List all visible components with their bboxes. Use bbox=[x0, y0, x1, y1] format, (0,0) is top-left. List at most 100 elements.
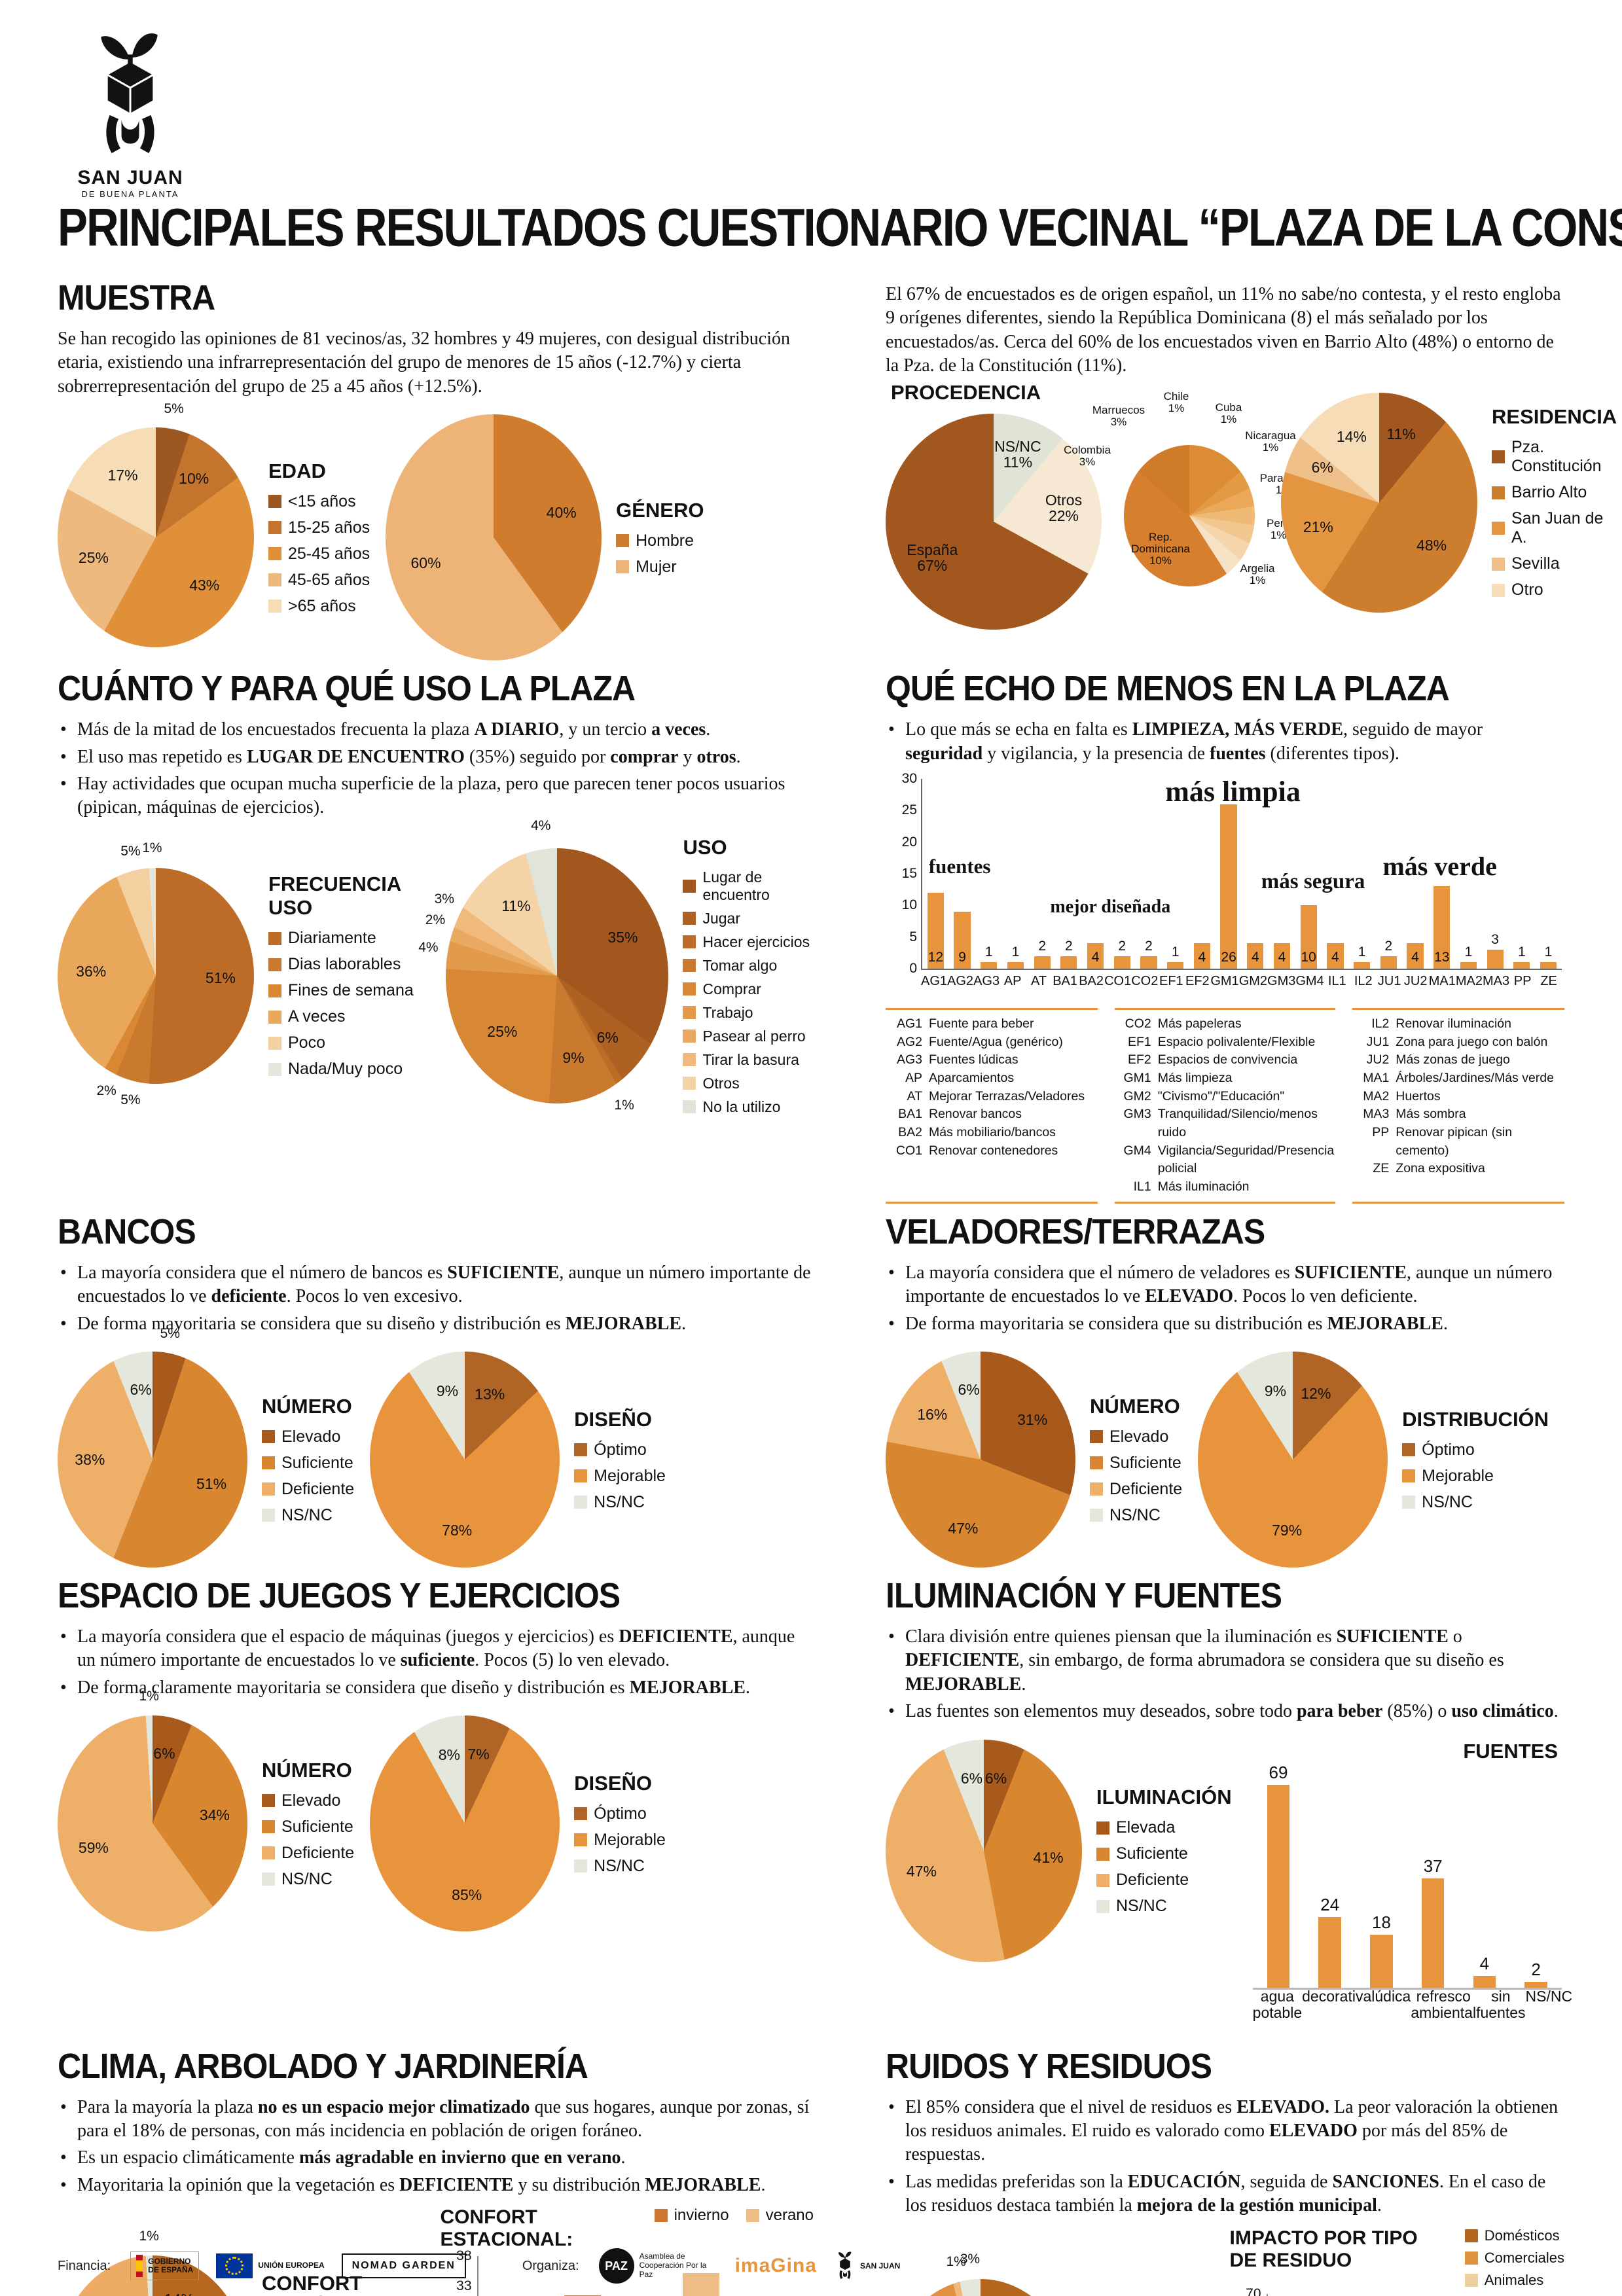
text-segment: y bbox=[678, 746, 697, 767]
text-segment: Las medidas preferidas son la bbox=[905, 2171, 1128, 2192]
text-segment: LIMPIEZA, MÁS VERDE bbox=[1132, 719, 1344, 740]
text-segment: ELEVADO. bbox=[1236, 2096, 1330, 2117]
bancos-bullets: La mayoría considera que el número de ba… bbox=[58, 1261, 814, 1336]
chart-annotation: más verde bbox=[1382, 852, 1497, 882]
bancos-diseno-legend-block: DISEÑO Óptimo Mejorable NS/NC bbox=[574, 1408, 666, 1512]
uso-pie-chart: 35% 6% 1% 9% 25% 4% 2% 3% 11% 4% bbox=[418, 819, 669, 1112]
bar-category-label: CO1 bbox=[1104, 973, 1132, 988]
legend-item: Deficiente bbox=[1096, 1871, 1232, 1890]
bar-category-label: BA2 bbox=[1079, 973, 1104, 988]
legend-item: Mejorable bbox=[1402, 1467, 1549, 1486]
residencia-legend: Pza. Constitución Barrio Alto San Juan de … bbox=[1492, 438, 1617, 600]
pie-slice-label: 16% bbox=[917, 1405, 948, 1423]
bar-column: 1 bbox=[975, 779, 1002, 969]
section-bancos: BANCOS La mayoría considera que el númer… bbox=[58, 1208, 814, 1568]
pie-slice-label: Cuba 1% bbox=[1215, 401, 1242, 426]
pie-slice-label: 48% bbox=[1416, 536, 1447, 554]
legend-item: Elevado bbox=[262, 1791, 354, 1810]
legend-item: Óptimo bbox=[574, 1804, 666, 1823]
bar-category-label: ZE bbox=[1540, 973, 1557, 988]
legend-swatch bbox=[1090, 1430, 1103, 1443]
code-table-row: AG1 Fuente para beber bbox=[887, 1015, 1096, 1033]
clima-bullets: Para la mayoría la plaza no es un espaci… bbox=[58, 2096, 814, 2198]
text-segment: . bbox=[1377, 2195, 1382, 2216]
juegos-diseno-legend: Óptimo Mejorable NS/NC bbox=[574, 1804, 666, 1876]
bar: 69 bbox=[1267, 1763, 1290, 1988]
code-cell: JU1 bbox=[1366, 1034, 1390, 1049]
legend-swatch bbox=[262, 1820, 275, 1834]
bar-column: 9 bbox=[949, 779, 976, 969]
code-table-row: EF1 Espacio polivalente/Flexible bbox=[1116, 1033, 1335, 1052]
legend-label: Animales bbox=[1484, 2271, 1544, 2288]
text-segment: Hay actividades que ocupan mucha superfi… bbox=[77, 773, 785, 818]
bar-category-label: EF1 bbox=[1159, 973, 1183, 988]
bar: 1 bbox=[1167, 944, 1184, 969]
legend-swatch bbox=[262, 1456, 275, 1469]
procedencia-chart-block: PROCEDENCIA NS/NC 11% Otros 22% España 67%… bbox=[886, 381, 1307, 630]
text-segment: La mayoría considera que el número de ba… bbox=[77, 1262, 448, 1283]
legend-label: >65 años bbox=[288, 596, 356, 615]
legend-item: Hombre bbox=[616, 531, 704, 550]
row-muestra: MUESTRA Se han recogido las opiniones de… bbox=[58, 274, 1617, 661]
genero-chart-block: 40% 60% GÉNERO Hombre Mujer bbox=[386, 414, 704, 661]
bar: 18 bbox=[1370, 1912, 1393, 1988]
legend-swatch bbox=[1492, 583, 1505, 597]
legend-label: Deficiente bbox=[281, 1843, 355, 1862]
label-cell: Más sombra bbox=[1396, 1107, 1466, 1122]
bar-category-label: JU1 bbox=[1377, 973, 1401, 988]
bullet-item: De forma mayoritaria se considera que su… bbox=[886, 1312, 1564, 1336]
bar-value-label: 69 bbox=[1269, 1762, 1288, 1782]
bar-value-label: 12 bbox=[928, 949, 944, 965]
bar-category-label: GM4 bbox=[1295, 973, 1324, 988]
edad-chart-block: 5% 10% 43% 25% 17% EDAD <15 años 15-25 años 25… bbox=[58, 402, 370, 648]
bar-value-label: 1 bbox=[1171, 944, 1180, 960]
pie-slice-label: España 67% bbox=[907, 541, 958, 574]
legend-item: Dias laborables bbox=[268, 955, 430, 974]
section-juegos: ESPACIO DE JUEGOS Y EJERCICIOS La mayorí… bbox=[58, 1571, 814, 2038]
pie-slice-label: 60% bbox=[410, 554, 441, 571]
bar-category-label: decorativa bbox=[1302, 1987, 1372, 2005]
bar-column: 4 bbox=[1082, 779, 1109, 969]
veladores-numero-legend: Elevado Suficiente Deficiente NS/NC bbox=[1090, 1427, 1182, 1525]
bar-column: 4 bbox=[1322, 779, 1349, 969]
legend-swatch bbox=[1464, 2251, 1478, 2265]
iluminacion-title: ILUMINACIÓN bbox=[1096, 1785, 1232, 1809]
bar: 37 bbox=[1421, 1856, 1445, 1988]
pie-slice-label: Rep. Dominicana 10% bbox=[1131, 531, 1190, 567]
uso-chart-title: USO bbox=[683, 835, 727, 859]
code-table-row: AG2 Fuente/Agua (genérico) bbox=[887, 1033, 1096, 1052]
legend-swatch bbox=[268, 1062, 281, 1076]
bar-value-label: 2 bbox=[1118, 938, 1126, 954]
label-cell: Huertos bbox=[1396, 1088, 1441, 1103]
que-echo-bullets: Lo que más se echa en falta es LIMPIEZA,… bbox=[886, 718, 1564, 766]
code-table-column: IL2 Renovar iluminación JU1 Zona para juego… bbox=[1352, 1007, 1565, 1204]
bar-value-label: 4 bbox=[1411, 949, 1419, 965]
text-segment: LUGAR DE ENCUENTRO bbox=[246, 746, 465, 767]
bullet-item: Más de la mitad de los encuestados frecu… bbox=[58, 718, 814, 742]
bar: 4 bbox=[1407, 943, 1424, 969]
bar: 2 bbox=[1524, 1960, 1547, 1988]
bar: 24 bbox=[1318, 1895, 1342, 1988]
text-segment: . Pocos lo ven excesivo. bbox=[286, 1286, 463, 1307]
legend-item: Tirar la basura bbox=[683, 1051, 814, 1069]
bar-value-label: 37 bbox=[1423, 1856, 1443, 1876]
text-segment: Es un espacio climáticamente bbox=[77, 2147, 299, 2168]
bar-column: 4 bbox=[1189, 779, 1216, 969]
axis-tick-label: 33 bbox=[456, 2278, 472, 2293]
text-segment: ELEVADO bbox=[1269, 2120, 1358, 2141]
chart-annotation: más limpia bbox=[1165, 776, 1301, 808]
bar-column: 37 bbox=[1407, 1767, 1459, 1988]
pie-slice-label: 6% bbox=[958, 1380, 980, 1398]
eu-logo: UNIÓN EUROPEA bbox=[216, 2253, 325, 2278]
bar-category-label: refresco ambiental bbox=[1411, 1987, 1477, 2021]
iluminacion-legend: Elevada Suficiente Deficiente NS/NC bbox=[1096, 1818, 1232, 1916]
label-cell: Vigilancia/Seguridad/Presencia policial bbox=[1157, 1143, 1335, 1176]
que-echo-code-table: AG1 Fuente para beber AG2 Fuente/Agua (gené… bbox=[886, 1007, 1565, 1204]
legend-label: Nada/Muy poco bbox=[288, 1060, 403, 1079]
legend-swatch bbox=[683, 912, 696, 925]
pie-slice-label: 25% bbox=[78, 549, 109, 567]
veladores-dist-title: DISTRIBUCIÓN bbox=[1402, 1407, 1549, 1431]
code-cell: ZE bbox=[1373, 1161, 1390, 1176]
bar-value-label: 4 bbox=[1198, 949, 1206, 965]
legend-swatch bbox=[268, 984, 281, 997]
